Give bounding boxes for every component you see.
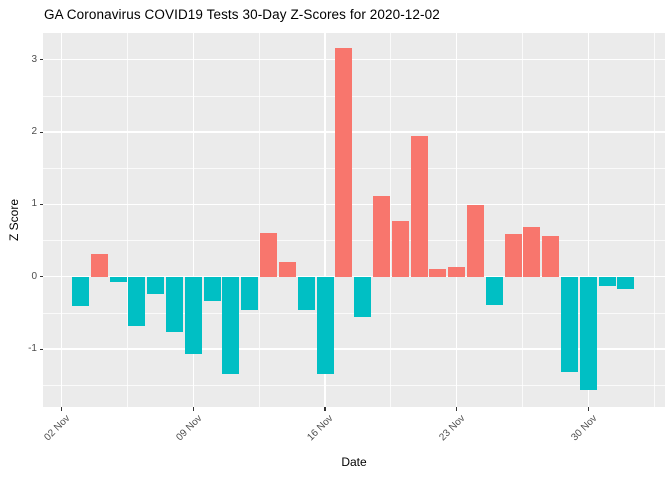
gridline-y-major	[43, 59, 665, 61]
gridline-y-major	[43, 348, 665, 350]
x-tick-mark	[192, 407, 194, 411]
y-tick-mark	[39, 131, 43, 133]
chart-title: GA Coronavirus COVID19 Tests 30-Day Z-Sc…	[44, 7, 440, 22]
bar-2020-11-12	[241, 276, 259, 311]
bar-2020-12-02	[617, 276, 635, 290]
x-tick-mark	[324, 407, 326, 411]
bar-2020-11-30	[579, 276, 597, 391]
gridline-x-major	[324, 33, 326, 407]
gridline-y-minor	[43, 312, 665, 314]
y-tick-mark	[39, 348, 43, 350]
gridline-x-minor	[127, 33, 128, 407]
bar-2020-11-25	[485, 276, 503, 305]
bar-2020-11-16	[316, 276, 334, 375]
gridline-x-major	[192, 33, 195, 407]
bar-2020-11-13	[260, 232, 278, 277]
gridline-y-major	[43, 276, 665, 278]
bar-2020-11-20	[391, 221, 409, 277]
bar-2020-11-22	[429, 268, 447, 277]
bar-2020-11-10	[203, 276, 221, 302]
y-tick-label: 0	[31, 270, 37, 282]
gridline-x-major	[60, 33, 63, 407]
bar-2020-11-09	[184, 276, 202, 355]
bar-2020-11-14	[278, 261, 296, 277]
bar-2020-11-19	[372, 195, 390, 277]
gridline-x-major	[456, 33, 458, 407]
x-tick-label: 30 Nov	[568, 413, 600, 444]
y-tick-label: 2	[31, 126, 37, 138]
gridline-x-major	[587, 33, 590, 407]
x-tick-label: 16 Nov	[305, 413, 336, 444]
bar-2020-11-23	[448, 267, 466, 277]
gridline-y-minor	[43, 240, 665, 241]
bar-2020-11-26	[504, 234, 522, 277]
bar-2020-11-29	[561, 276, 579, 372]
gridline-y-minor	[43, 384, 665, 386]
y-tick-label: 3	[31, 53, 37, 65]
bar-2020-11-21	[410, 135, 428, 277]
y-tick-label: -1	[28, 343, 37, 355]
y-tick-mark	[39, 59, 43, 61]
x-tick-mark	[61, 407, 63, 411]
x-axis-title: Date	[341, 455, 367, 469]
gridline-x-minor	[258, 33, 260, 407]
bar-2020-11-24	[467, 205, 484, 277]
bar-2020-11-05	[109, 276, 127, 282]
bar-2020-11-04	[90, 254, 108, 277]
bar-2020-11-06	[128, 276, 146, 326]
x-tick-mark	[456, 407, 458, 411]
bar-2020-11-07	[147, 276, 165, 295]
gridline-x-minor	[522, 33, 523, 407]
plot-panel	[43, 33, 665, 407]
y-tick-mark	[39, 276, 43, 278]
bar-2020-11-03	[72, 276, 89, 306]
y-tick-label: 1	[31, 198, 37, 210]
gridline-y-major	[43, 203, 665, 206]
bar-2020-11-27	[523, 226, 541, 277]
gridline-y-minor	[43, 167, 665, 169]
gridline-y-major	[43, 131, 665, 133]
gridline-x-minor	[653, 33, 655, 407]
x-tick-mark	[587, 407, 589, 411]
bar-2020-11-15	[297, 276, 315, 311]
bar-2020-11-11	[222, 276, 240, 375]
bar-2020-11-28	[542, 235, 560, 277]
x-tick-label: 09 Nov	[173, 413, 205, 444]
bar-2020-11-18	[354, 276, 372, 317]
x-tick-label: 02 Nov	[42, 413, 73, 444]
bar-2020-11-17	[335, 48, 353, 277]
gridline-x-minor	[390, 33, 392, 407]
bar-2020-12-01	[598, 276, 616, 287]
gridline-y-minor	[43, 95, 665, 97]
x-tick-label: 23 Nov	[437, 413, 468, 444]
bar-2020-11-08	[166, 276, 184, 333]
y-tick-mark	[39, 203, 43, 206]
